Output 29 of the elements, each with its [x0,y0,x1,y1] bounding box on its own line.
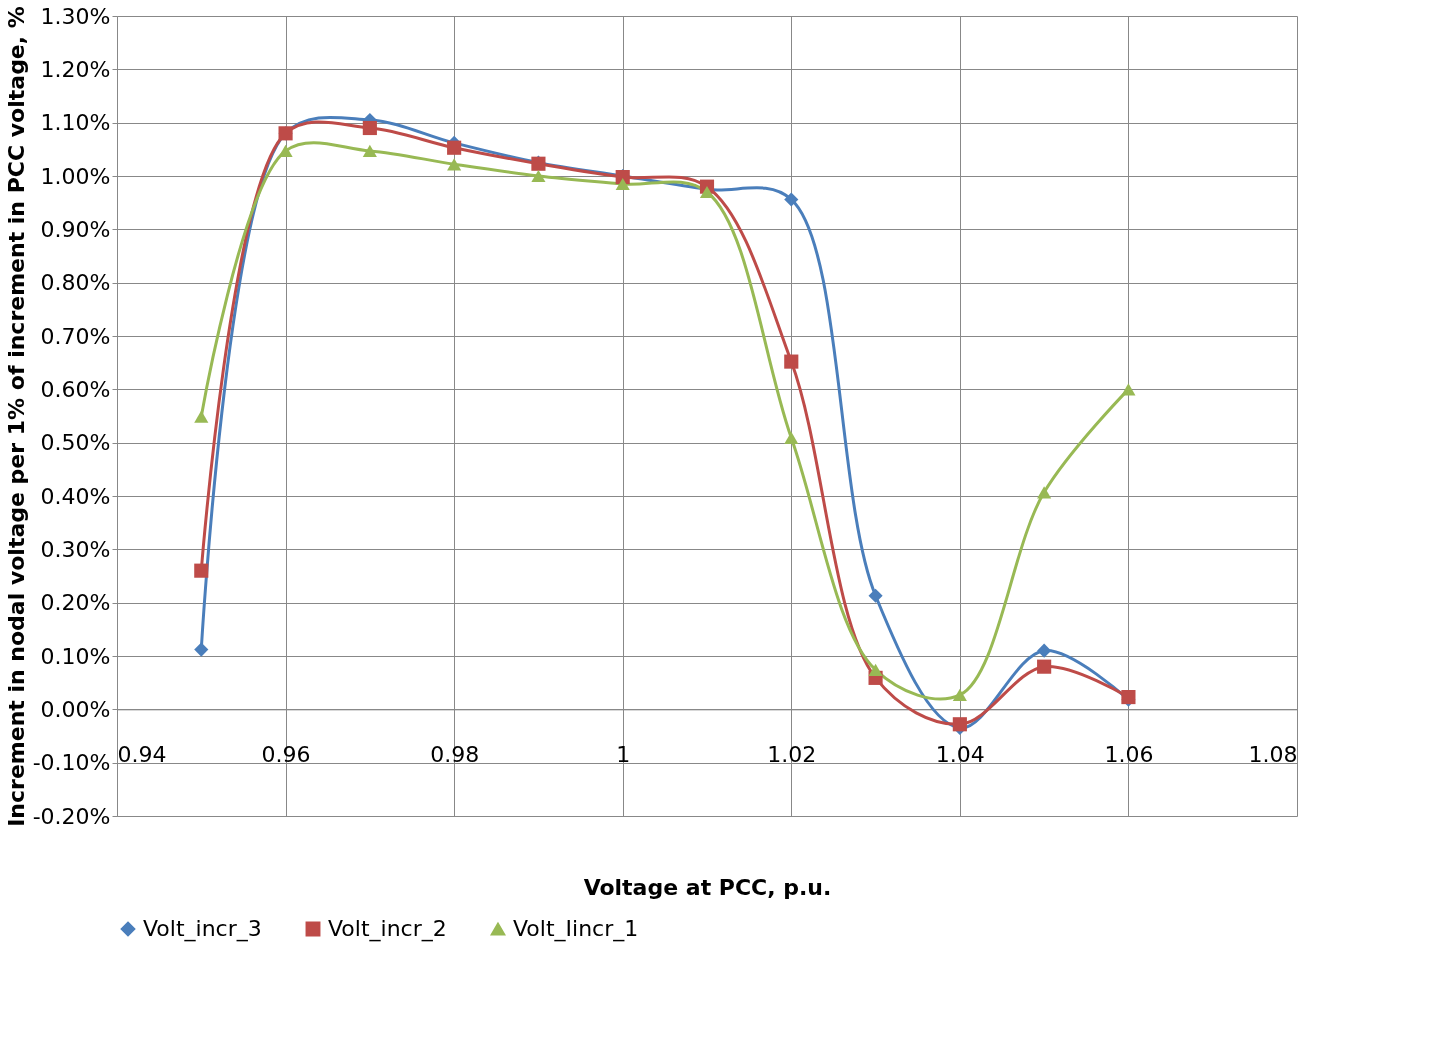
y-axis-title: Increment in nodal voltage per 1% of increment in PCC voltage, % [3,6,29,827]
y-tick-label: 1.30% [40,3,111,29]
y-tick-label: 0.60% [40,376,111,402]
x-tick-label: 1 [616,741,631,767]
y-tick-label: 0.20% [40,590,111,616]
x-tick-label: 1.02 [767,741,817,767]
x-tick-label: 1.04 [935,741,985,767]
y-tick-label: -0.20% [32,803,111,829]
y-tick-label: 0.80% [40,270,111,296]
y-tick-label: 1.10% [40,110,111,136]
x-tick-label: 0.96 [261,741,311,767]
x-tick-label: 0.98 [430,741,480,767]
legend-label: Volt_incr_3 [143,916,262,942]
y-tick-label: 0.10% [40,643,111,669]
x-axis-title: Voltage at PCC, p.u. [583,874,832,900]
legend-label: Volt_incr_2 [328,916,447,942]
y-tick-label: -0.10% [32,750,111,776]
legend-label: Volt_Iincr_1 [513,916,639,942]
y-tick-label: 0.30% [40,536,111,562]
y-tick-label: 0.00% [40,696,111,722]
y-tick-label: 1.20% [40,56,111,82]
x-tick-label: 1.08 [1248,741,1298,767]
y-tick-label: 0.50% [40,430,111,456]
y-tick-label: 0.70% [40,323,111,349]
y-tick-label: 1.00% [40,163,111,189]
x-tick-label: 1.06 [1104,741,1154,767]
x-tick-label: 0.94 [117,741,167,767]
y-tick-label: 0.40% [40,483,111,509]
y-tick-label: 0.90% [40,216,111,242]
